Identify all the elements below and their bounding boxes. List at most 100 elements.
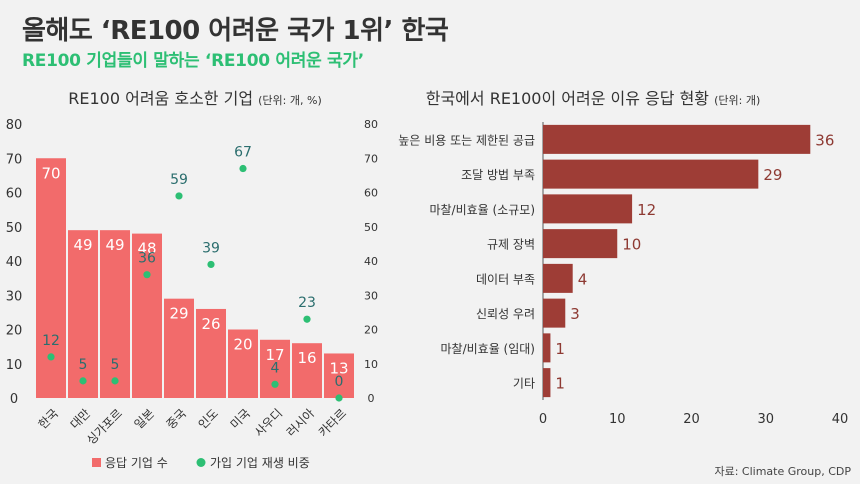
- category-label: 기타: [513, 377, 535, 391]
- y-tick-right: 50: [364, 221, 378, 234]
- category-label: 데이터 부족: [476, 272, 535, 286]
- y-tick-left: 70: [6, 152, 23, 167]
- bar-label: 20: [233, 336, 252, 354]
- y-tick-left: 0: [10, 392, 18, 407]
- dot-label: 23: [298, 295, 316, 311]
- left-chart: RE100 어려움 호소한 기업 (단위: 개, %) 0 0 10 10 20 20 30 3…: [6, 89, 378, 470]
- bar-label: 48: [137, 240, 156, 258]
- hbar-label: 29: [763, 166, 782, 184]
- dot-label: 4: [271, 360, 280, 376]
- dot-일본: [143, 271, 151, 279]
- dot-label: 36: [138, 251, 156, 267]
- bar-카타르: [324, 353, 354, 398]
- bar-label: 49: [73, 236, 92, 254]
- x-tick-label: 30: [757, 412, 774, 427]
- left-chart-title: RE100 어려움 호소한 기업 (단위: 개, %): [68, 89, 321, 108]
- hbar-label: 10: [622, 236, 641, 254]
- page-subtitle: RE100 기업들이 말하는 ‘RE100 어려운 국가’: [22, 51, 364, 71]
- dot-label: 5: [111, 357, 120, 373]
- hbar-1: [543, 159, 759, 189]
- bar-한국: [36, 158, 66, 398]
- right-chart-title: 한국에서 RE100이 어려운 이유 응답 현황 (단위: 개): [426, 89, 761, 108]
- bar-인도: [196, 308, 226, 398]
- bar-사우디: [260, 339, 290, 398]
- x-tick-label: 0: [539, 412, 547, 427]
- bar-label: 16: [297, 349, 316, 367]
- y-tick-left: 60: [6, 187, 23, 202]
- x-tick-label: 인도: [196, 406, 222, 432]
- bar-label: 49: [105, 236, 124, 254]
- y-tick-right: 20: [364, 324, 378, 337]
- bar-label: 26: [201, 315, 220, 333]
- x-tick-label: 러시아: [284, 406, 317, 439]
- dot-label: 67: [234, 145, 252, 161]
- hbar-3: [543, 229, 618, 259]
- dot-label: 12: [42, 333, 60, 349]
- x-tick-label: 10: [609, 412, 626, 427]
- legend-swatch-dot: [196, 458, 206, 467]
- x-tick-label: 미국: [228, 406, 254, 432]
- hbar-label: 36: [815, 131, 834, 149]
- dot-중국: [175, 192, 183, 200]
- y-tick-left: 30: [6, 289, 23, 304]
- y-tick-right: 80: [364, 118, 378, 131]
- dot-한국: [47, 353, 55, 361]
- page-title: 올해도 ‘RE100 어려운 국가 1위’ 한국: [22, 16, 449, 46]
- bar-label: 13: [329, 359, 348, 377]
- bar-일본: [132, 233, 162, 398]
- legend-label-dot: 가입 기업 재생 비중: [210, 456, 310, 470]
- bar-대만: [68, 230, 98, 398]
- y-tick-right: 40: [364, 255, 378, 268]
- hbar-label: 3: [570, 305, 580, 323]
- bar-러시아: [292, 343, 322, 398]
- y-tick-right: 30: [364, 289, 378, 302]
- hbar-4: [543, 263, 573, 293]
- hbar-label: 12: [637, 201, 656, 219]
- dot-label: 5: [79, 357, 88, 373]
- bar-중국: [164, 298, 194, 398]
- category-label: 마찰/비효율 (소규모): [429, 203, 535, 217]
- dot-label: 39: [202, 240, 220, 256]
- y-tick-right: 70: [364, 152, 378, 165]
- hbar-label: 4: [578, 270, 588, 288]
- y-tick-left: 10: [6, 358, 23, 373]
- category-label: 규제 장벽: [487, 238, 535, 252]
- x-tick-label: 사우디: [252, 406, 285, 439]
- x-tick-label: 카타르: [316, 406, 349, 439]
- dot-미국: [239, 164, 247, 173]
- hbar-5: [543, 298, 566, 328]
- category-label: 높은 비용 또는 제한된 공급: [398, 133, 535, 147]
- x-tick-label: 중국: [164, 406, 190, 432]
- hbar-7: [543, 368, 551, 398]
- y-tick-right: 0: [368, 392, 375, 405]
- hbar-label: 1: [555, 375, 565, 393]
- dot-러시아: [303, 315, 311, 323]
- legend-swatch-bar: [92, 458, 101, 467]
- x-tick-label: 20: [683, 412, 700, 427]
- x-tick-label: 40: [832, 412, 849, 427]
- source-note: 자료: Climate Group, CDP: [714, 465, 851, 478]
- bar-label: 70: [41, 164, 60, 182]
- x-tick-label: 대만: [68, 406, 94, 432]
- dot-싱가포르: [111, 377, 119, 385]
- bar-싱가포르: [100, 230, 130, 398]
- dot-label: 0: [335, 374, 344, 390]
- category-label: 마찰/비효율 (임대): [440, 342, 535, 356]
- y-tick-left: 50: [6, 221, 23, 236]
- hbar-2: [543, 194, 633, 224]
- category-label: 조달 방법 부족: [461, 168, 535, 182]
- x-tick-label: 일본: [132, 406, 158, 432]
- y-tick-right: 10: [364, 358, 378, 371]
- category-label: 신뢰성 우려: [476, 307, 535, 321]
- dot-카타르: [335, 394, 343, 402]
- hbar-label: 1: [555, 340, 565, 358]
- bar-미국: [228, 329, 258, 398]
- bar-label: 17: [265, 346, 284, 364]
- dot-label: 59: [170, 172, 188, 188]
- legend-label-bar: 응답 기업 수: [105, 456, 168, 470]
- y-tick-right: 60: [364, 187, 378, 200]
- dot-대만: [79, 377, 87, 385]
- x-tick-label: 싱가포르: [84, 406, 125, 447]
- dot-인도: [207, 260, 215, 269]
